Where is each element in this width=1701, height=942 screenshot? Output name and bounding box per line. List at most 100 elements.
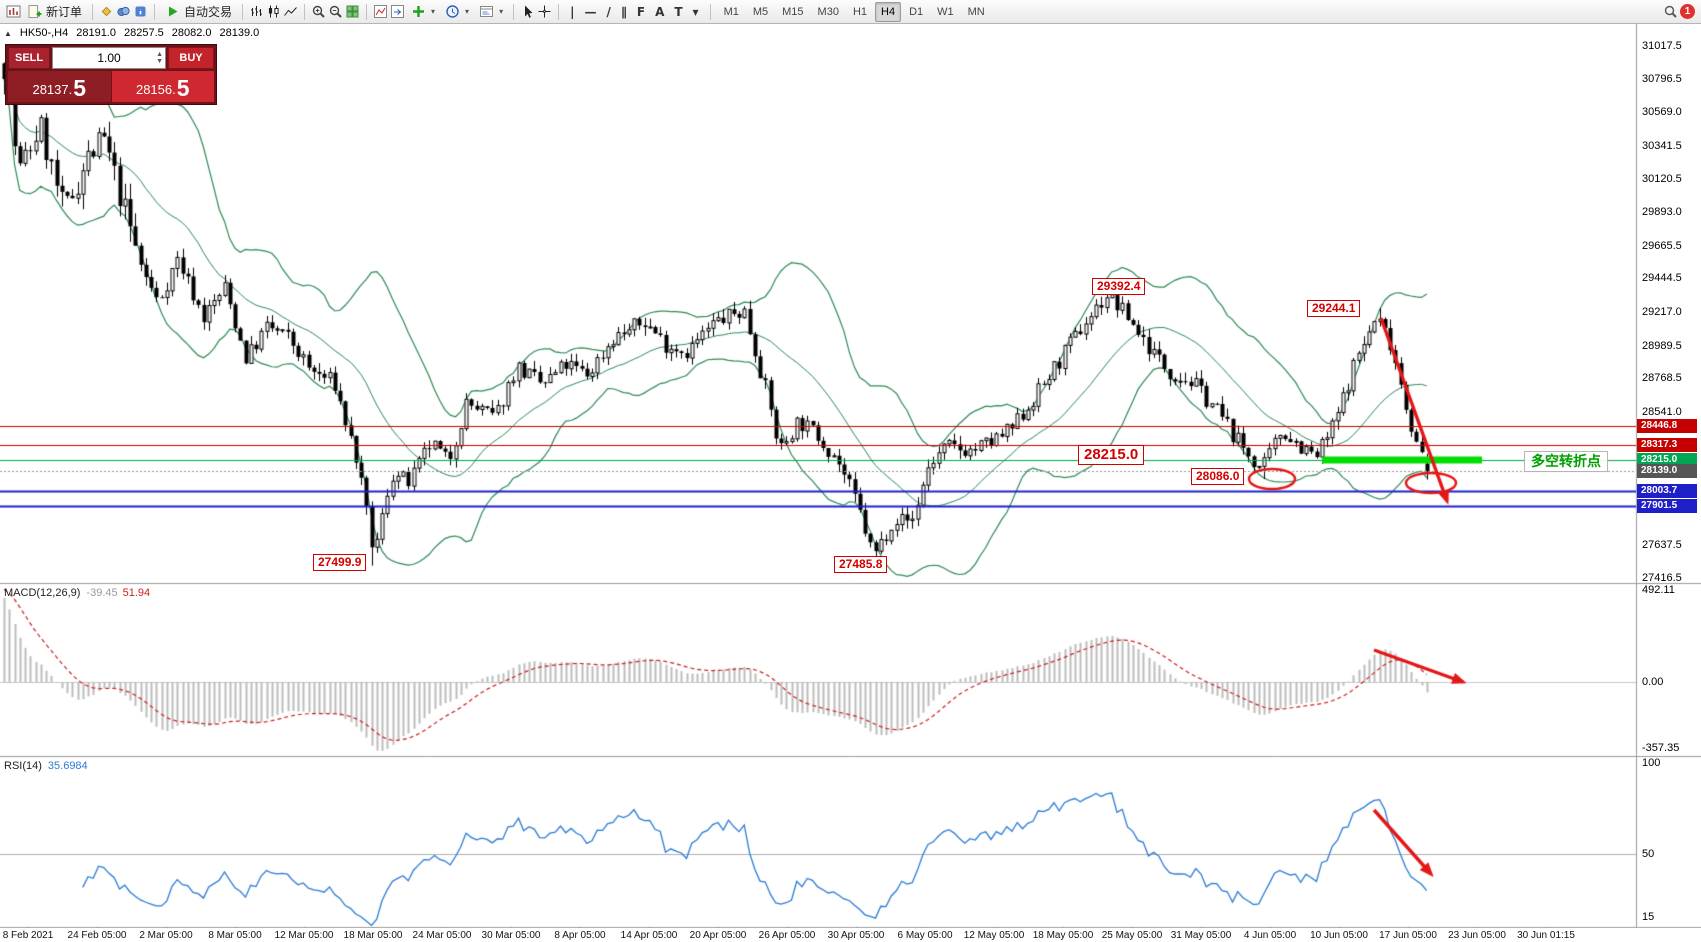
time-axis-label: 30 Jun 01:15 <box>1517 930 1575 941</box>
time-axis-label: 18 May 05:00 <box>1032 930 1094 941</box>
quote-high: 28257.5 <box>123 27 164 39</box>
time-axis-label: 12 Mar 05:00 <box>274 930 334 941</box>
cursor-icon[interactable] <box>520 4 535 19</box>
shapes-dropdown[interactable]: ▾ <box>692 4 699 19</box>
price-chart-canvas[interactable] <box>0 24 1701 942</box>
price-label-box[interactable]: 28215.0 <box>1078 445 1145 465</box>
timeframe-M30[interactable]: M30 <box>817 5 839 18</box>
channel-tool[interactable]: ∥ <box>620 4 627 19</box>
one-click-trading-panel: SELL 1.00 ▲ ▼ BUY 28137. 5 28156. 5 <box>5 44 217 105</box>
price-label-box[interactable]: 29244.1 <box>1307 300 1361 317</box>
period-stepper-icon[interactable] <box>390 4 405 19</box>
price-label-box[interactable]: 28086.0 <box>1191 468 1245 485</box>
volume-up-icon[interactable]: ▲ <box>156 51 163 58</box>
diamond-icon[interactable] <box>99 4 114 19</box>
quote-open: 28191.0 <box>76 27 116 39</box>
periods-button[interactable]: ▾ <box>441 2 473 22</box>
crosshair-icon[interactable] <box>537 4 552 19</box>
macd-indicator-label: MACD(12,26,9) -39.45 51.94 <box>4 587 150 599</box>
new-order-button[interactable]: 新订单 <box>23 2 86 22</box>
buy-price[interactable]: 28156. 5 <box>111 71 214 102</box>
zoom-out-icon[interactable] <box>328 4 343 19</box>
chart-workspace: ▲ HK50-,H4 28191.0 28257.5 28082.0 28139… <box>0 24 1701 942</box>
rsi-name: RSI(14) <box>4 760 42 772</box>
time-axis-label: 25 May 05:00 <box>1101 930 1163 941</box>
one-click-panel-toggle-icon[interactable]: ▲ <box>4 28 12 38</box>
time-axis-label: 2 Mar 05:00 <box>139 930 193 941</box>
chart-objects-layer: 29392.4 29244.1 28215.0 28086.0 27499.9 27485… <box>0 24 1701 942</box>
rsi-value: 35.6984 <box>47 760 88 772</box>
volume-input[interactable]: 1.00 ▲ ▼ <box>52 47 166 69</box>
timeframe-M5[interactable]: M5 <box>752 5 769 18</box>
fibonacci-tool[interactable]: F <box>636 4 646 19</box>
price-label-box[interactable]: 27485.8 <box>834 556 888 573</box>
add-indicator-button[interactable]: ▾ <box>407 2 439 22</box>
sell-button[interactable]: SELL <box>8 47 51 69</box>
time-axis-label: 24 Mar 05:00 <box>412 930 472 941</box>
volume-spinner: ▲ ▼ <box>156 48 163 68</box>
volume-down-icon[interactable]: ▼ <box>156 58 163 65</box>
line-chart-icon[interactable] <box>283 4 298 19</box>
timeframe-W1[interactable]: W1 <box>937 5 954 18</box>
toolbar-separator <box>92 3 94 20</box>
time-axis-label: 8 Mar 05:00 <box>208 930 262 941</box>
time-axis-label: 20 Apr 05:00 <box>689 930 747 941</box>
toolbar-separator <box>366 3 368 20</box>
sell-price-big-digit: 5 <box>73 75 87 101</box>
bar-chart-icon[interactable] <box>249 4 264 19</box>
label-tool[interactable]: T <box>674 4 683 19</box>
search-icon[interactable] <box>1663 4 1678 19</box>
timeframe-M1[interactable]: M1 <box>723 5 739 18</box>
dropdown-caret-icon: ▾ <box>499 7 504 16</box>
auto-trading-button[interactable]: 自动交易 <box>161 2 236 22</box>
macd-signal-value: 51.94 <box>122 587 151 599</box>
sell-price[interactable]: 28137. 5 <box>8 71 111 102</box>
time-axis-label: 26 Apr 05:00 <box>758 930 816 941</box>
vertical-line-tool[interactable]: | <box>570 4 575 19</box>
price-label-box[interactable]: 29392.4 <box>1092 278 1146 295</box>
new-order-label: 新订单 <box>46 5 83 19</box>
toolbar-separator <box>513 3 515 20</box>
dropdown-caret-icon: ▾ <box>465 7 470 16</box>
horizontal-line-tool[interactable]: — <box>584 4 597 19</box>
timeframe-MN[interactable]: MN <box>967 5 985 18</box>
timeframe-H4[interactable]: H4 <box>875 1 902 22</box>
zoom-in-icon[interactable] <box>311 4 326 19</box>
symbol-period-label: HK50-,H4 <box>19 27 69 39</box>
timeframe-H1[interactable]: H1 <box>852 5 868 18</box>
notification-badge[interactable]: 1 <box>1680 4 1695 19</box>
app-chart-icon <box>6 4 21 19</box>
dropdown-caret-icon: ▾ <box>431 7 436 16</box>
info-icon[interactable] <box>133 4 148 19</box>
quote-low: 28082.0 <box>171 27 212 39</box>
toolbar-separator <box>709 3 711 20</box>
toolbar-separator <box>304 3 306 20</box>
time-axis-label: 14 Apr 05:00 <box>620 930 678 941</box>
macd-main-value: -39.45 <box>86 587 118 599</box>
price-label-box[interactable]: 27499.9 <box>313 554 367 571</box>
clock-icon <box>445 4 460 19</box>
text-tool[interactable]: A <box>655 4 665 19</box>
time-axis-label: 8 Apr 05:00 <box>554 930 606 941</box>
add-indicator-icon <box>411 4 426 19</box>
time-axis-label: 10 Jun 05:00 <box>1310 930 1368 941</box>
templates-button[interactable]: ▾ <box>475 2 507 22</box>
candlestick-chart-icon[interactable] <box>266 4 281 19</box>
tile-windows-icon[interactable] <box>345 4 360 19</box>
time-axis-label: 31 May 05:00 <box>1170 930 1232 941</box>
time-axis-label: 12 May 05:00 <box>963 930 1025 941</box>
new-order-icon <box>27 4 42 19</box>
buy-button[interactable]: BUY <box>168 47 214 69</box>
buy-price-big-digit: 5 <box>176 75 190 101</box>
time-axis-label: 30 Apr 05:00 <box>827 930 885 941</box>
indicators-icon[interactable] <box>373 4 388 19</box>
timeframes-group: M1 M5 M15 M30 H1 H4 D1 W1 MN <box>717 1 992 22</box>
time-axis-label: 8 Feb 2021 <box>2 930 54 941</box>
chart-annotation[interactable]: 多空转折点 <box>1524 451 1608 472</box>
trendline-tool[interactable]: / <box>606 4 611 19</box>
time-axis[interactable]: 8 Feb 2021 24 Feb 05:00 2 Mar 05:00 8 Mar 0… <box>0 928 1701 942</box>
coins-icon[interactable] <box>116 4 131 19</box>
timeframe-M15[interactable]: M15 <box>782 5 804 18</box>
time-axis-label: 24 Feb 05:00 <box>67 930 127 941</box>
timeframe-D1[interactable]: D1 <box>909 5 924 18</box>
